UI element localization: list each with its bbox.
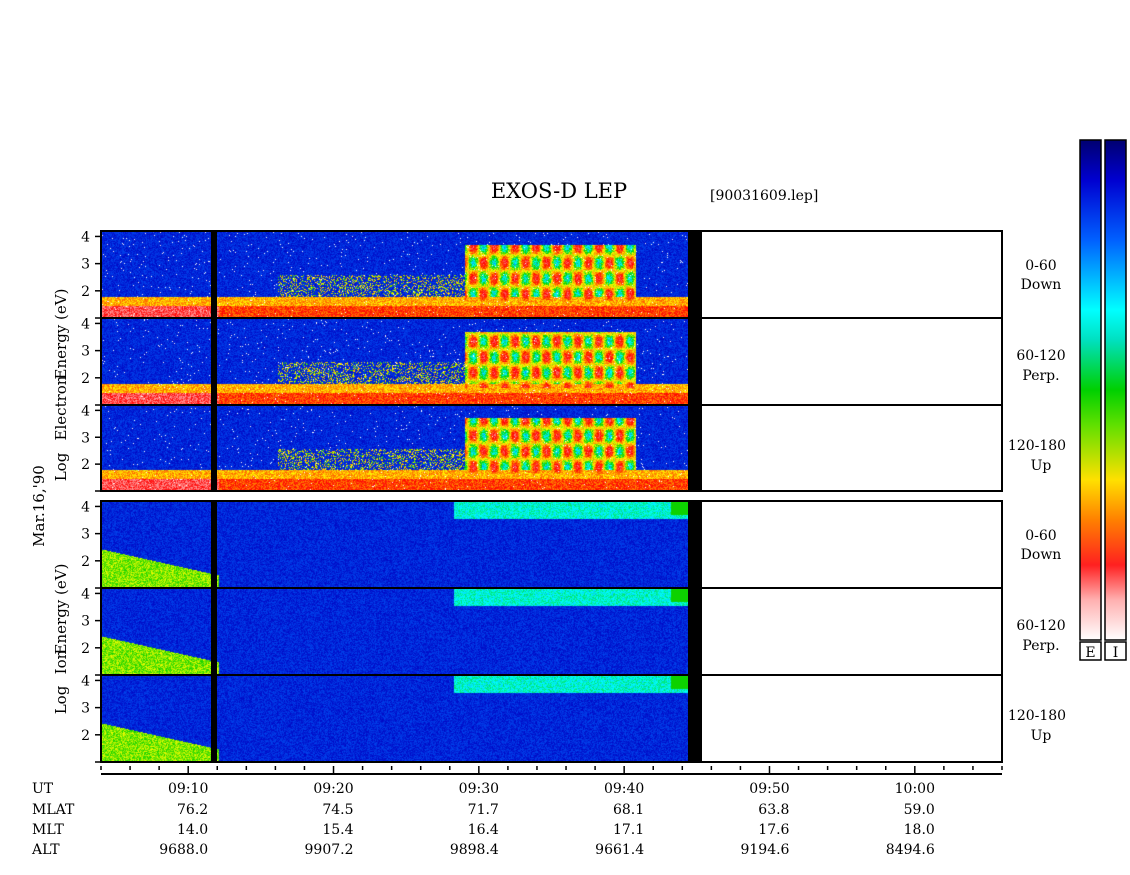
ion-ylabel-energy: Energy (eV): [52, 564, 70, 655]
orbit-cell: 9194.6: [740, 842, 789, 858]
orbit-cell: 9688.0: [159, 842, 208, 858]
y-tick-label: 2: [81, 641, 90, 657]
ion-sub3-dir: Up: [1031, 728, 1052, 744]
electron-frame: [100, 230, 1003, 492]
x-tick-label: 10:00: [895, 781, 935, 797]
el-sub1-dir: Down: [1021, 277, 1062, 293]
ion-sub1-dir: Down: [1021, 547, 1062, 563]
x-tick-label: 09:40: [604, 781, 644, 797]
orbit-row-label: UT: [32, 781, 54, 797]
date-label: Mar.16,'90: [30, 465, 48, 547]
y-tick-label: 4: [81, 403, 90, 419]
colorbars: E I: [1079, 139, 1127, 661]
chart-title: EXOS-D LEP: [491, 179, 627, 203]
el-sub2-dir: Perp.: [1022, 368, 1059, 384]
spectrogram-image: [101, 231, 688, 762]
y-tick-label: 2: [81, 284, 90, 300]
orbit-table: UT MLAT MLT ALT 09:10 76.2 14.0 9688.0 09:20 74.5…: [31, 781, 935, 858]
ion-frame: [100, 500, 1003, 763]
file-label: [90031609.lep]: [710, 188, 818, 204]
ion-ylabel-log: Log: [52, 685, 70, 714]
colorbar-ion-label: I: [1113, 645, 1119, 661]
orbit-cell: 59.0: [904, 802, 935, 818]
y-tick-label: 4: [81, 229, 90, 245]
orbit-cell: 8494.6: [886, 842, 935, 858]
x-tick-label: 09:30: [459, 781, 499, 797]
el-sub3-dir: Up: [1031, 458, 1052, 474]
y-tick-label: 3: [81, 344, 90, 360]
y-tick-label: 3: [81, 257, 90, 273]
y-tick-label: 2: [81, 728, 90, 744]
y-tick-label: 4: [81, 499, 90, 515]
orbit-cell: 71.7: [468, 802, 499, 818]
y-tick-label: 2: [81, 457, 90, 473]
orbit-cell: 14.0: [177, 822, 208, 838]
panel-frames: [100, 230, 1003, 763]
y-axis-ticks: 2 3 4 2 3 4 2 3 4 2 3 4 2 3 4 2 3 4: [81, 229, 101, 763]
orbit-row-label: MLT: [32, 822, 64, 838]
x-tick-label: 09:10: [168, 781, 208, 797]
orbit-cell: 68.1: [613, 802, 644, 818]
ion-sub3-angle: 120-180: [1008, 708, 1066, 724]
y-tick-label: 2: [81, 554, 90, 570]
orbit-cell: 9661.4: [595, 842, 644, 858]
colorbar-ion: [1104, 139, 1127, 641]
colorbar-electron-label-box: [1079, 641, 1102, 661]
y-tick-label: 2: [81, 371, 90, 387]
orbit-cell: 18.0: [904, 822, 935, 838]
y-tick-label: 4: [81, 673, 90, 689]
ion-sub2-dir: Perp.: [1022, 638, 1059, 654]
orbit-cell: 9907.2: [305, 842, 354, 858]
electron-ylabel-energy: Energy (eV): [52, 289, 70, 380]
data-gap-bar-ion: [211, 501, 217, 762]
orbit-row-label: MLAT: [32, 802, 75, 818]
electron-ylabel-electron: Electron: [52, 375, 70, 440]
data-gap-bar-electron: [211, 231, 217, 491]
orbit-row-label: ALT: [31, 842, 60, 858]
el-sub2-angle: 60-120: [1016, 348, 1065, 364]
y-tick-label: 3: [81, 430, 90, 446]
el-sub3-angle: 120-180: [1008, 438, 1066, 454]
off-band-electron: [688, 231, 702, 491]
orbit-cell: 17.1: [613, 822, 644, 838]
y-tick-label: 4: [81, 586, 90, 602]
orbit-cell: 15.4: [322, 822, 353, 838]
ion-sub1-angle: 0-60: [1025, 528, 1056, 544]
orbit-cell: 16.4: [468, 822, 499, 838]
orbit-cell: 63.8: [758, 802, 789, 818]
ion-ylabel-ion: Ion: [52, 649, 70, 674]
ion-sub2-angle: 60-120: [1016, 618, 1065, 634]
el-sub1-angle: 0-60: [1025, 258, 1056, 274]
right-labels: 0-60 Down 60-120 Perp. 120-180 Up 0-60 D…: [1008, 258, 1066, 744]
y-tick-label: 3: [81, 614, 90, 630]
electron-ylabel-log: Log: [52, 452, 70, 481]
orbit-cell: 76.2: [177, 802, 208, 818]
x-axis: [100, 766, 1003, 775]
y-tick-label: 4: [81, 316, 90, 332]
x-tick-label: 09:50: [749, 781, 789, 797]
x-tick-label: 09:20: [313, 781, 353, 797]
colorbar-electron: [1079, 139, 1102, 641]
colorbar-ion-label-box: [1104, 641, 1127, 661]
orbit-cell: 17.6: [758, 822, 789, 838]
y-tick-label: 3: [81, 527, 90, 543]
y-tick-label: 3: [81, 701, 90, 717]
off-band-ion: [688, 501, 702, 762]
colorbar-electron-label: E: [1085, 645, 1095, 661]
orbit-cell: 9898.4: [450, 842, 499, 858]
orbit-cell: 74.5: [322, 802, 353, 818]
